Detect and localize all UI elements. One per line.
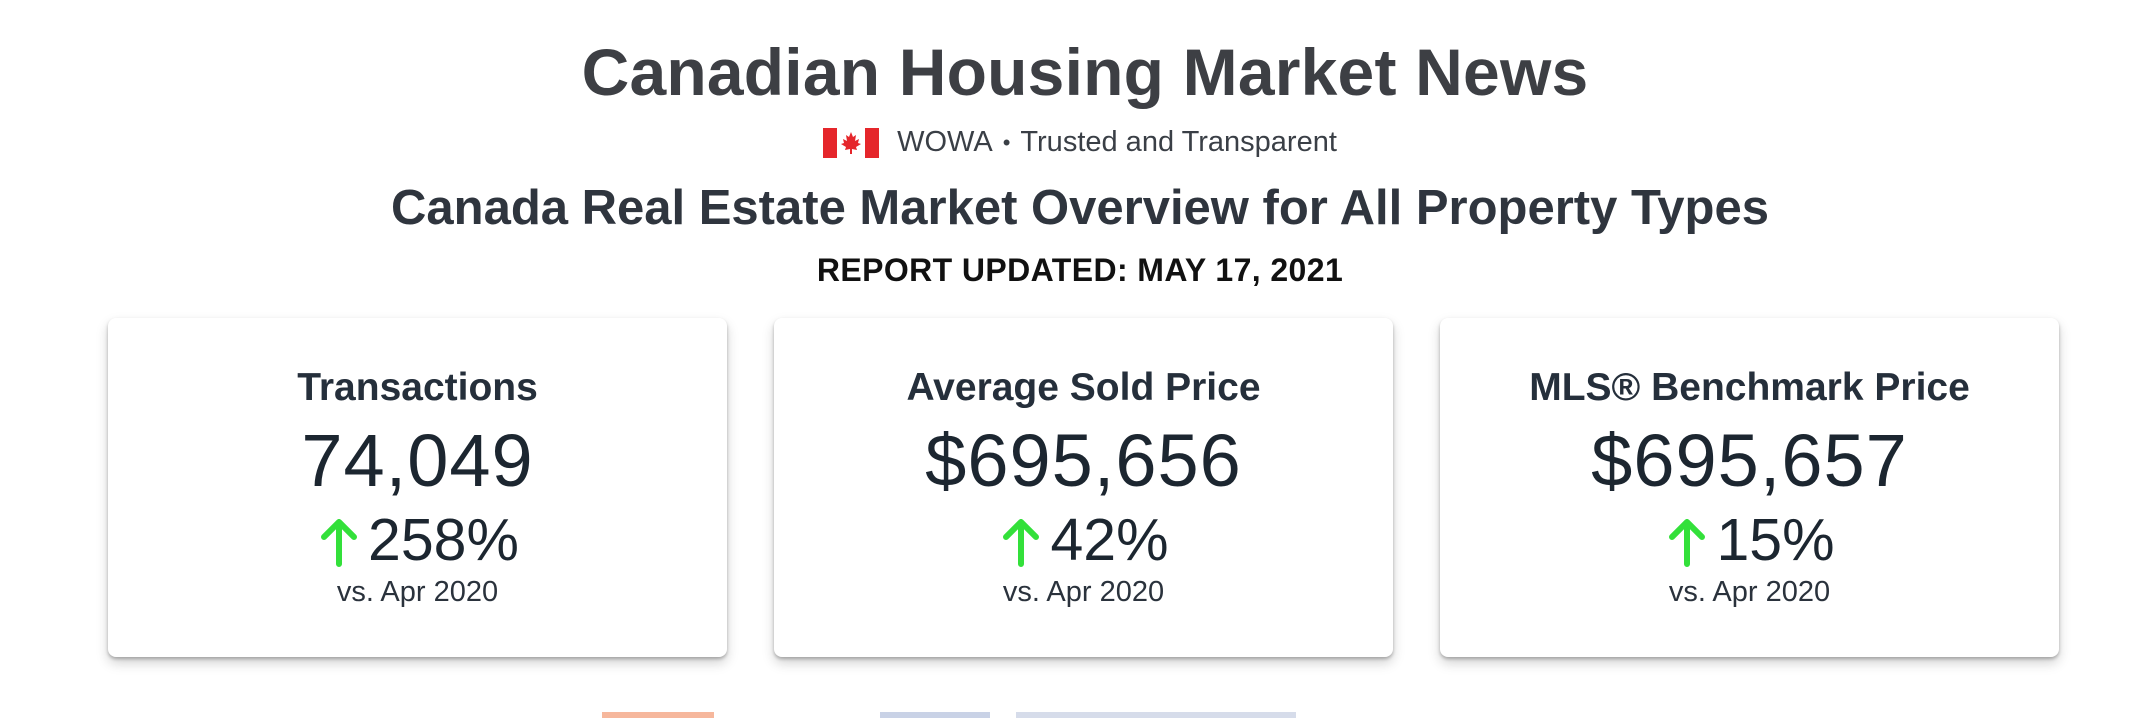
stat-compare: vs. Apr 2020 — [1668, 576, 1831, 608]
canada-flag-icon — [823, 127, 880, 158]
cropped-content-strip — [880, 712, 990, 718]
stat-card-average-sold-price: Average Sold Price $695,656 42% vs. Apr … — [774, 318, 1393, 657]
stat-compare: vs. Apr 2020 — [336, 576, 499, 608]
brand-text: WOWA • Trusted and Transparent — [897, 126, 1337, 159]
cropped-content-strip — [1016, 712, 1296, 718]
stat-value: $695,656 — [925, 419, 1242, 502]
stat-card-transactions: Transactions 74,049 258% vs. Apr 2020 — [108, 318, 727, 657]
report-updated: REPORT UPDATED: MAY 17, 2021 — [816, 252, 1344, 288]
brand-name: WOWA — [897, 126, 993, 158]
stat-change-value: 258% — [368, 507, 519, 573]
stat-label: MLS® Benchmark Price — [1529, 366, 1970, 409]
cropped-content-strip — [602, 712, 714, 718]
stat-change: 15% — [1440, 506, 2059, 574]
stat-compare: vs. Apr 2020 — [1002, 576, 1165, 608]
stat-change-value: 15% — [1716, 507, 1835, 573]
brand-tagline: Trusted and Transparent — [1020, 126, 1337, 158]
stat-label: Average Sold Price — [906, 366, 1261, 409]
arrow-up-icon — [1664, 514, 1710, 567]
stat-change-value: 42% — [1050, 507, 1169, 573]
stat-change: 42% — [774, 506, 1393, 574]
stat-value: 74,049 — [301, 419, 534, 502]
stat-change: 258% — [108, 506, 727, 574]
brand-separator: • — [1002, 129, 1011, 155]
stat-label: Transactions — [297, 366, 538, 409]
stat-card-mls-benchmark-price: MLS® Benchmark Price $695,657 15% vs. Ap… — [1440, 318, 2059, 657]
brand-line: WOWA • Trusted and Transparent — [0, 126, 2146, 159]
stat-value: $695,657 — [1591, 419, 1908, 502]
page-title: Canadian Housing Market News — [581, 35, 1589, 109]
arrow-up-icon — [316, 514, 362, 567]
overview-title: Canada Real Estate Market Overview for A… — [391, 181, 1769, 235]
arrow-up-icon — [998, 514, 1044, 567]
